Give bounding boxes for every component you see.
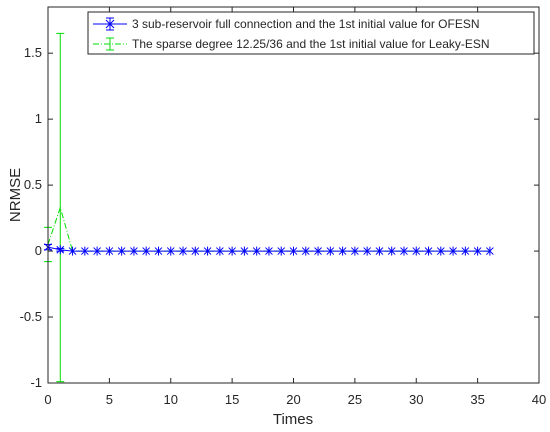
data-point-ofesn [142,246,151,256]
data-point-ofesn [326,246,335,256]
data-point-ofesn [289,246,298,256]
plot-area [48,7,539,383]
data-point-ofesn [80,246,89,256]
data-point-ofesn [363,246,372,256]
data-point-ofesn [130,246,138,256]
data-point-ofesn [265,246,273,256]
x-tick-label: 0 [44,392,51,407]
ticks-layer: 0 5 10 15 20 25 30 35 40 -1 -0.5 0 0.5 1 1.5 [20,7,546,407]
x-tick-label: 25 [348,392,362,407]
data-point-ofesn [338,246,347,256]
data-point-ofesn [375,246,384,256]
series-ofesn [44,242,494,256]
data-point-ofesn [179,246,187,256]
data-point-ofesn [93,246,101,256]
data-point-ofesn [424,246,433,256]
x-axis-title: Times [273,411,313,428]
legend: 3 sub-reservoir full connection and the … [87,11,535,55]
x-tick-label: 10 [164,392,178,407]
x-tick-label: 40 [532,392,546,407]
y-tick-label: 0 [35,243,42,258]
data-point-ofesn [473,246,482,256]
legend-label-leaky-esn: The sparse degree 12.25/36 and the 1st i… [132,37,490,51]
legend-box [87,11,535,55]
legend-item-ofesn: 3 sub-reservoir full connection and the … [93,17,480,31]
data-point-ofesn [449,246,457,256]
y-axis-title: NRMSE [7,168,24,222]
data-point-ofesn [314,246,322,256]
series-layer [44,32,494,383]
y-tick-label: -0.5 [20,309,42,324]
x-tick-label: 35 [470,392,484,407]
legend-label-ofesn: 3 sub-reservoir full connection and the … [132,17,480,31]
data-point-ofesn [412,246,421,256]
data-point-ofesn [154,246,163,256]
data-point-ofesn [277,246,286,256]
data-point-ofesn [301,246,310,256]
data-point-ofesn [68,246,77,256]
data-point-ofesn [436,246,445,256]
y-tick-label: 0.5 [24,177,42,192]
data-point-ofesn [228,246,236,256]
x-tick-label: 20 [286,392,300,407]
data-point-ofesn [400,246,408,256]
y-tick-label: 1 [35,111,42,126]
data-point-ofesn [252,246,261,256]
data-point-ofesn [203,246,212,256]
data-point-ofesn [117,246,126,256]
x-tick-label: 30 [409,392,423,407]
data-point-ofesn [351,246,359,256]
data-point-ofesn [191,246,200,256]
data-point-ofesn [166,246,175,256]
legend-swatch-marker-ofesn [105,19,115,29]
data-point-ofesn [387,246,396,256]
y-tick-label: 1.5 [24,45,42,60]
x-tick-label: 5 [106,392,113,407]
legend-item-leaky-esn: The sparse degree 12.25/36 and the 1st i… [93,37,490,51]
data-point-ofesn [461,246,470,256]
data-point-ofesn [105,246,114,256]
x-tick-label: 15 [225,392,239,407]
data-point-ofesn [240,246,249,256]
data-point-ofesn [486,246,494,256]
data-point-ofesn [56,245,65,255]
y-tick-label: -1 [30,375,42,390]
data-point-ofesn [215,246,224,256]
